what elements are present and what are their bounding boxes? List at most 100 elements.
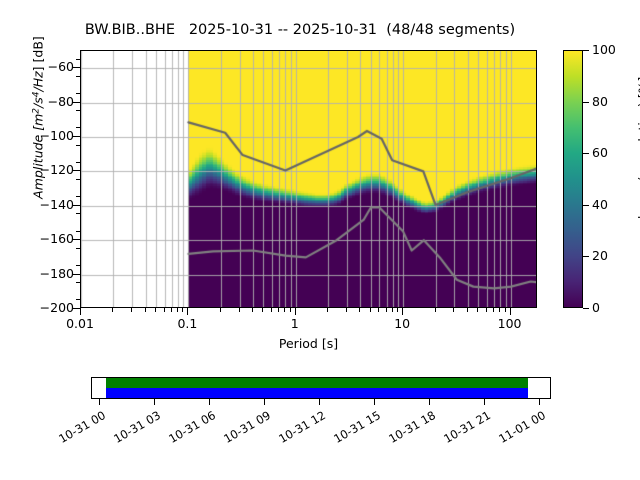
x-axis-minor-tick [327, 308, 329, 312]
ppsd-histogram-canvas [81, 51, 536, 307]
timeline-tick [374, 399, 376, 405]
y-axis-minor-tick [76, 75, 80, 77]
timeline-tick-label: 10-31 21 [441, 408, 494, 446]
y-axis-minor-tick [76, 161, 80, 163]
colorbar-tick-label: 60 [592, 145, 608, 161]
x-axis-minor-tick [477, 308, 479, 312]
colorbar-tick-label: 100 [592, 42, 616, 57]
x-axis-tick-label: 1 [290, 316, 299, 331]
timeline-tick-label: 10-31 09 [221, 408, 274, 446]
colorbar-tick [583, 204, 589, 206]
x-axis-tick [187, 308, 189, 315]
y-axis-minor-tick [76, 58, 80, 60]
x-axis-tick [509, 308, 511, 315]
x-axis-minor-tick [485, 308, 487, 312]
y-axis-tick [72, 101, 80, 103]
colorbar-tick [583, 308, 589, 309]
y-axis-tick [72, 273, 80, 275]
y-axis-tick [72, 308, 80, 309]
timeline-tick [99, 399, 101, 405]
colorbar-tick-label: 80 [592, 93, 608, 109]
x-axis-minor-tick [289, 308, 291, 312]
x-axis-tick [80, 308, 81, 315]
timeline-tick [154, 399, 156, 405]
y-axis-minor-tick [76, 265, 80, 266]
ppsd-axes[interactable] [80, 50, 537, 308]
y-axis-tick-label: −200 [39, 300, 74, 315]
y-axis-tick-label: −80 [47, 93, 74, 109]
colorbar-tick [583, 153, 589, 155]
y-axis-minor-tick [76, 127, 80, 129]
y-axis-minor-tick [76, 93, 80, 94]
x-axis-minor-tick [219, 308, 221, 312]
y-axis-tick [72, 170, 80, 172]
y-axis-tick-label: −140 [39, 196, 74, 212]
colorbar-tick-label: 20 [592, 248, 608, 264]
x-axis-minor-tick [252, 308, 254, 312]
x-axis-minor-tick [144, 308, 146, 312]
x-axis-minor-tick [238, 308, 240, 312]
x-axis-minor-tick [466, 308, 468, 312]
timeline-tick-label: 10-31 12 [276, 408, 329, 446]
x-axis-minor-tick [163, 308, 165, 312]
y-axis-minor-tick [76, 179, 80, 180]
timeline-tick-label: 10-31 03 [111, 408, 164, 446]
y-axis-minor-tick [76, 144, 80, 146]
x-axis-minor-tick [262, 308, 264, 312]
timeline-tick [539, 399, 540, 405]
y-axis-tick [72, 136, 80, 137]
x-axis-tick [402, 308, 404, 315]
y-axis-minor-tick [76, 230, 80, 232]
timeline-tick [264, 399, 266, 405]
colorbar-tick [583, 101, 589, 103]
colorbar-tick [583, 50, 589, 51]
y-axis-minor-tick [76, 110, 80, 112]
timeline-tick-label: 10-31 06 [166, 408, 219, 446]
timeline-tick [209, 399, 211, 405]
y-axis-minor-tick [76, 282, 80, 284]
y-axis-tick [72, 204, 80, 206]
timeline-tick-label: 10-31 15 [331, 408, 384, 446]
x-axis-tick [294, 308, 296, 315]
data-coverage-bottom [105, 388, 528, 398]
x-axis-minor-tick [112, 308, 114, 312]
y-axis-tick [72, 239, 80, 241]
timeline-tick [319, 399, 321, 405]
x-axis-minor-tick [378, 308, 380, 312]
y-axis-tick [72, 67, 80, 69]
data-coverage-timeline[interactable] [91, 377, 551, 399]
colorbar-tick-label: 0 [592, 300, 600, 315]
x-axis-minor-tick [270, 308, 272, 312]
x-axis-tick-label: 10 [394, 316, 411, 331]
x-axis-minor-tick [346, 308, 348, 312]
y-axis-minor-tick [76, 213, 80, 215]
colorbar-tick-label: 40 [592, 196, 608, 212]
y-axis-tick-label: −180 [39, 265, 74, 281]
y-axis-label: Amplitude [m2/s4/Hz] [dB] [30, 36, 46, 199]
x-axis-minor-tick [278, 308, 280, 312]
x-axis-minor-tick [434, 308, 436, 312]
data-coverage-top [105, 378, 528, 388]
x-axis-minor-tick [182, 308, 184, 312]
timeline-tick-label: 11-01 00 [496, 408, 548, 446]
x-axis-minor-tick [176, 308, 178, 312]
x-axis-tick-label: 100 [497, 316, 522, 331]
x-axis-minor-tick [504, 308, 506, 312]
timeline-tick [429, 399, 431, 405]
y-axis-tick-label: −60 [47, 59, 74, 75]
y-axis-minor-tick [76, 299, 80, 301]
timeline-tick-label: 10-31 00 [56, 408, 109, 446]
x-axis-minor-tick [155, 308, 157, 312]
x-axis-label: Period [s] [278, 336, 339, 351]
y-axis-tick-label: −120 [39, 162, 74, 178]
x-axis-minor-tick [359, 308, 361, 312]
colorbar [563, 50, 583, 308]
x-axis-minor-tick [499, 308, 501, 312]
x-axis-tick-label: 0.1 [177, 316, 198, 331]
y-axis-minor-tick [76, 196, 80, 198]
x-axis-minor-tick [397, 308, 399, 312]
x-axis-minor-tick [453, 308, 455, 312]
x-axis-tick-label: 0.01 [66, 316, 94, 331]
colorbar-label: non-exceedance (cumulative) [%] [635, 76, 640, 289]
